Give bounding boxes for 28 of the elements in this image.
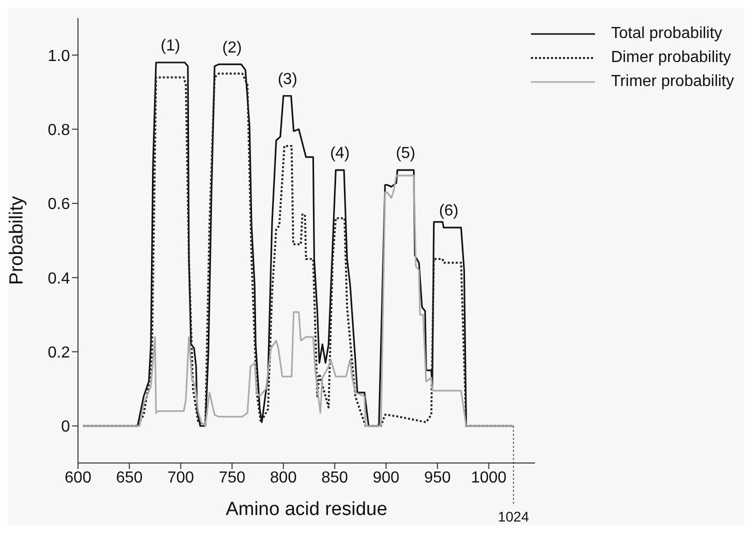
x-axis-title: Amino acid residue: [226, 499, 388, 520]
annotation: (5): [396, 145, 416, 162]
y-tick-label: 0.4: [48, 270, 70, 288]
y-tick-label: 0.8: [48, 122, 70, 139]
x-tick-label: 700: [167, 469, 194, 486]
y-tick-label: 0.6: [48, 196, 70, 214]
annotation: (2): [222, 39, 242, 56]
y-tick-label: 1.0: [48, 48, 70, 65]
annotation: (1): [160, 38, 180, 54]
y-tick-label: 0.2: [48, 344, 70, 362]
x-tick-label: 950: [424, 469, 451, 486]
annotation: (6): [438, 202, 459, 220]
x-tick-label: 1000: [470, 469, 507, 486]
legend-label: Trimer probability: [611, 73, 734, 91]
line-series: [82, 174, 514, 427]
x-tick-label: 900: [372, 469, 400, 486]
x-tick-label: 750: [218, 469, 246, 486]
ref-line-label: 1024: [498, 508, 530, 525]
x-tick-label: 800: [270, 469, 297, 486]
legend-label: Total probability: [611, 25, 722, 43]
x-tick-label: 650: [116, 469, 143, 486]
annotation: (4): [330, 145, 350, 162]
annotation: (3): [278, 70, 298, 88]
legend-label: Dimer probability: [611, 49, 732, 67]
x-tick-label: 600: [64, 469, 92, 486]
y-axis-title: Probability: [6, 196, 28, 285]
y-tick-label: 0: [61, 418, 70, 436]
x-tick-label: 850: [321, 469, 348, 486]
